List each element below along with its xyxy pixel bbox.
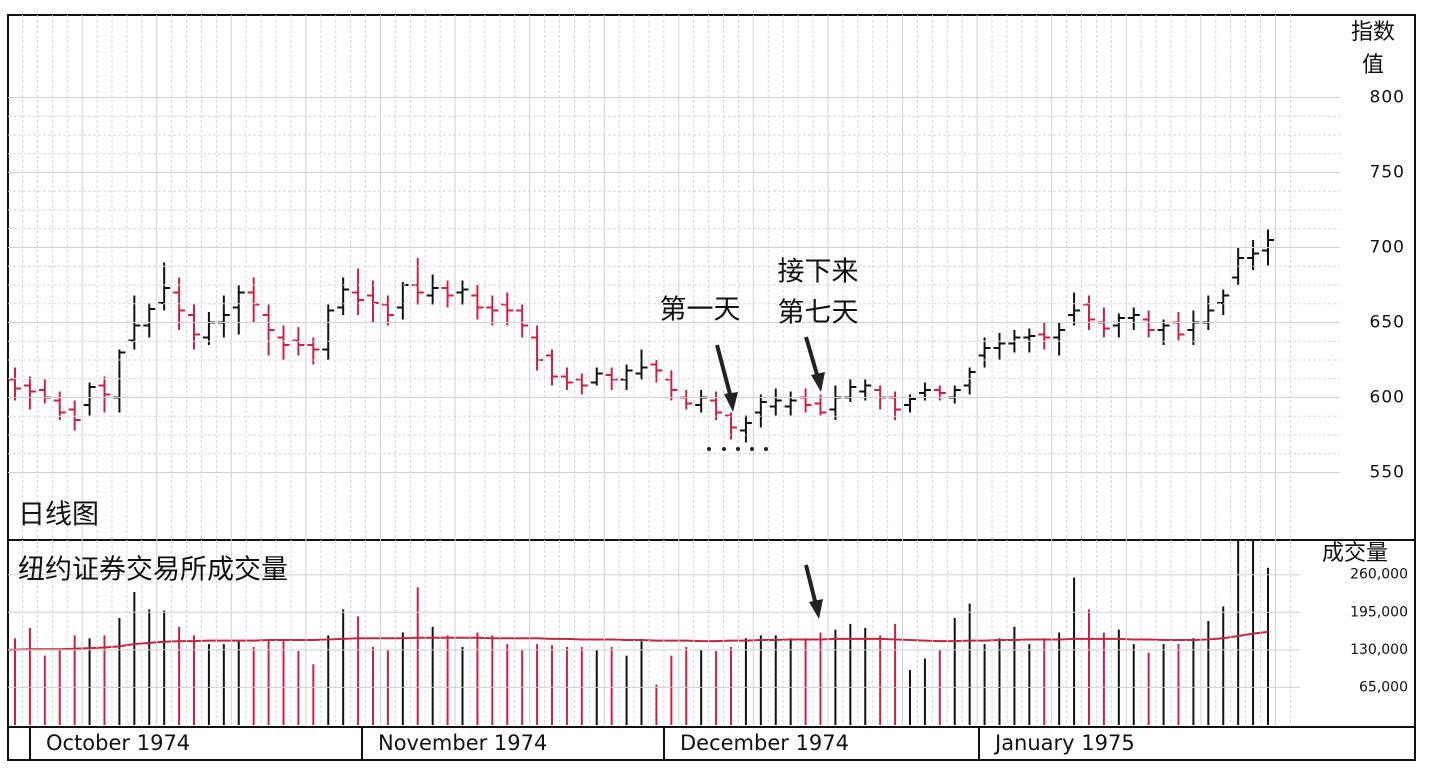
y-tick-label: 550 — [1370, 463, 1405, 483]
x-tick-label: January 1975 — [993, 731, 1135, 755]
dots — [707, 447, 768, 451]
chart-label: 日线图 — [18, 500, 99, 531]
annotation: 接下来 — [778, 257, 859, 288]
price-axis-title-part: 值 — [1362, 53, 1384, 78]
x-tick-label: November 1974 — [378, 731, 547, 755]
y-tick-label: 750 — [1370, 163, 1405, 183]
x-tick-label: December 1974 — [680, 731, 849, 755]
arrows — [715, 336, 825, 619]
y2-tick-label: 195,000 — [1350, 604, 1408, 620]
bars — [7, 229, 1274, 725]
volume-ma-line — [7, 630, 1269, 651]
y-tick-label: 700 — [1370, 238, 1405, 258]
annotation: 第一天 — [660, 295, 741, 326]
annotation: 第七天 — [778, 298, 859, 329]
y-tick-label: 800 — [1370, 88, 1405, 108]
y-tick-label: 650 — [1370, 313, 1405, 333]
price-axis-title-part: 指数 — [1351, 20, 1395, 45]
y2-tick-label: 65,000 — [1359, 679, 1408, 695]
y-tick-label: 600 — [1370, 388, 1405, 408]
frame — [7, 14, 1416, 761]
volume-label: 纽约证券交易所成交量 — [18, 555, 288, 586]
volume-axis-title: 成交量 — [1322, 541, 1388, 566]
y2-tick-label: 260,000 — [1350, 567, 1408, 583]
y2-tick-label: 130,000 — [1350, 642, 1408, 658]
x-tick-label: October 1974 — [46, 731, 190, 755]
